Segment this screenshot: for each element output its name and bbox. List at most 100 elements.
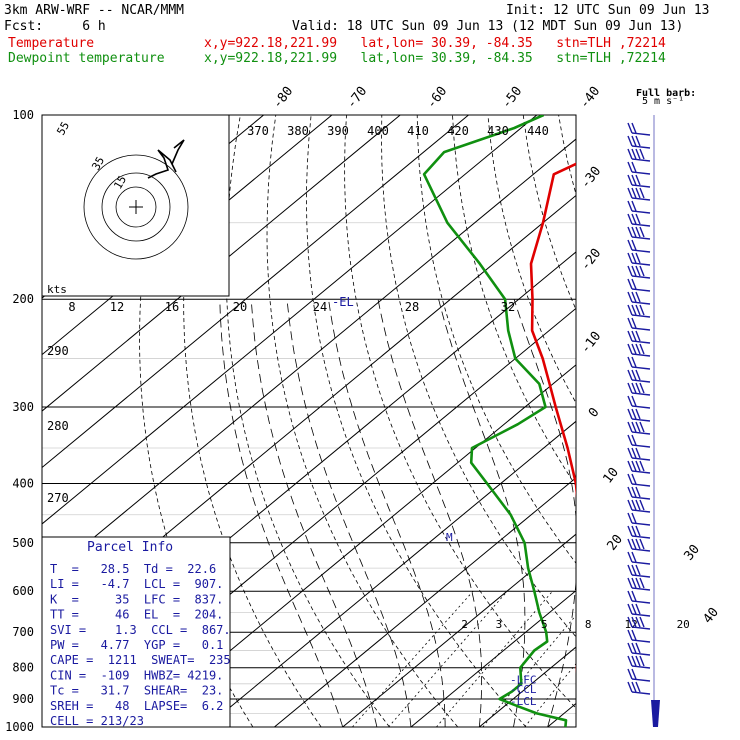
- moist-adiabat-line: [438, 299, 526, 727]
- barb-feather: [631, 343, 637, 355]
- barb-staff: [631, 262, 651, 266]
- wind-barb: [627, 187, 651, 201]
- barb-feather: [631, 265, 637, 277]
- dry-adiabat-line: [266, 115, 459, 727]
- isotherm-line: [42, 115, 538, 525]
- wind-barb: [627, 629, 651, 643]
- barb-feather: [627, 135, 633, 147]
- isotherm-label: 40: [701, 605, 722, 627]
- barb-staff: [631, 613, 651, 617]
- barb-feather: [627, 434, 633, 446]
- mixing-ratio-line: [352, 590, 474, 727]
- isotherm-label: 0: [586, 405, 603, 420]
- parcel-row: LI = -4.7 LCL = 907.: [50, 577, 223, 591]
- barb-feather: [631, 668, 637, 680]
- parcel-row: CAPE = 1211 SWEAT= 235: [50, 653, 231, 667]
- theta-label: 410: [407, 124, 429, 138]
- wind-barb: [627, 564, 651, 578]
- barb-feather: [631, 564, 637, 576]
- pressure-tick-label: 700: [12, 625, 34, 639]
- barb-staff: [631, 444, 651, 448]
- barb-staff: [631, 236, 651, 240]
- el-marker: -EL: [332, 295, 354, 309]
- barb-staff: [631, 665, 651, 669]
- barb-feather: [631, 486, 637, 498]
- parcel-row: SREH = 48 LAPSE= 6.2: [50, 699, 223, 713]
- barb-staff: [631, 314, 651, 318]
- barb-feather: [631, 278, 637, 290]
- init-time: Init: 12 UTC Sun 09 Jun 13: [506, 3, 710, 18]
- wind-barb: [627, 122, 651, 136]
- wind-barb: [627, 213, 651, 227]
- barb-feather: [627, 551, 633, 563]
- barb-feather: [627, 343, 633, 355]
- barb-feather: [627, 408, 633, 420]
- speed-scale-label: 24: [313, 300, 327, 314]
- barb-feather: [639, 421, 645, 433]
- dry-adiabat-line: [700, 115, 740, 727]
- sounding-series: [422, 115, 576, 727]
- isotherm-label: 20: [605, 532, 626, 554]
- pressure-tick-label: 900: [12, 692, 34, 706]
- wind-barb: [627, 200, 651, 214]
- moist-adiabat-line: [513, 299, 576, 727]
- wind-barb: [627, 603, 651, 617]
- hodograph-ring-label: 55: [54, 120, 72, 138]
- barb-staff: [631, 249, 651, 253]
- pressure-tick-label: 1000: [5, 720, 34, 734]
- barb-staff: [631, 340, 651, 344]
- parcel-row: Tc = 31.7 SHEAR= 23.: [50, 684, 223, 698]
- parcel-title: Parcel Info: [87, 540, 173, 555]
- theta-label: 270: [47, 491, 69, 505]
- barb-feather: [631, 226, 637, 238]
- barb-feather: [635, 330, 641, 342]
- barb-feather: [627, 278, 633, 290]
- wind-barb: [627, 382, 651, 396]
- barb-feather: [627, 525, 633, 537]
- hodograph-ring: [101, 172, 171, 242]
- wind-barb: [627, 590, 651, 604]
- moist-adiabat-line: [328, 299, 446, 727]
- wind-barb: [627, 135, 651, 149]
- barb-feather: [639, 265, 645, 277]
- isotherm-label: 10: [601, 465, 622, 487]
- barb-staff: [631, 691, 651, 695]
- barb-feather: [635, 681, 641, 693]
- barb-staff: [631, 145, 651, 149]
- barb-feather: [631, 187, 637, 199]
- barb-feather: [631, 408, 637, 420]
- barb-feather: [631, 681, 637, 693]
- barb-feather: [631, 460, 637, 472]
- barb-feather: [631, 148, 637, 160]
- barb-staff: [631, 418, 651, 422]
- barb-feather: [627, 317, 633, 329]
- isotherm-line: [684, 115, 740, 727]
- forecast-hour: Fcst: 6 h: [4, 19, 106, 34]
- barb-feather: [635, 447, 641, 459]
- wind-barb: [627, 408, 651, 422]
- pressure-tick-label: 600: [12, 584, 34, 598]
- wind-barb: [627, 239, 651, 253]
- parcel-box: [41, 536, 231, 728]
- barb-feather: [631, 629, 637, 641]
- barb-feather: [635, 499, 641, 511]
- wind-barb: [627, 304, 651, 318]
- mixing-ratio-label: 8: [585, 618, 592, 631]
- theta-label: 370: [247, 124, 269, 138]
- dry-adiabat-line: [416, 115, 576, 564]
- valid-time: Valid: 18 UTC Sun 09 Jun 13 (12 MDT Sun …: [292, 19, 684, 34]
- barb-feather: [631, 499, 637, 511]
- barb-feather: [627, 486, 633, 498]
- plot-border: [41, 114, 577, 728]
- barb-staff: [631, 574, 651, 578]
- pressure-tick-label: 300: [12, 400, 34, 414]
- barb-feather: [627, 577, 633, 589]
- dewpoint-legend: Dewpoint temperature: [8, 51, 165, 66]
- wind-barb: [627, 473, 651, 487]
- barb-feather: [627, 395, 633, 407]
- barb-feather: [631, 304, 637, 316]
- barb-feather: [635, 538, 641, 550]
- barb-feather: [631, 538, 637, 550]
- barb-feather: [627, 460, 633, 472]
